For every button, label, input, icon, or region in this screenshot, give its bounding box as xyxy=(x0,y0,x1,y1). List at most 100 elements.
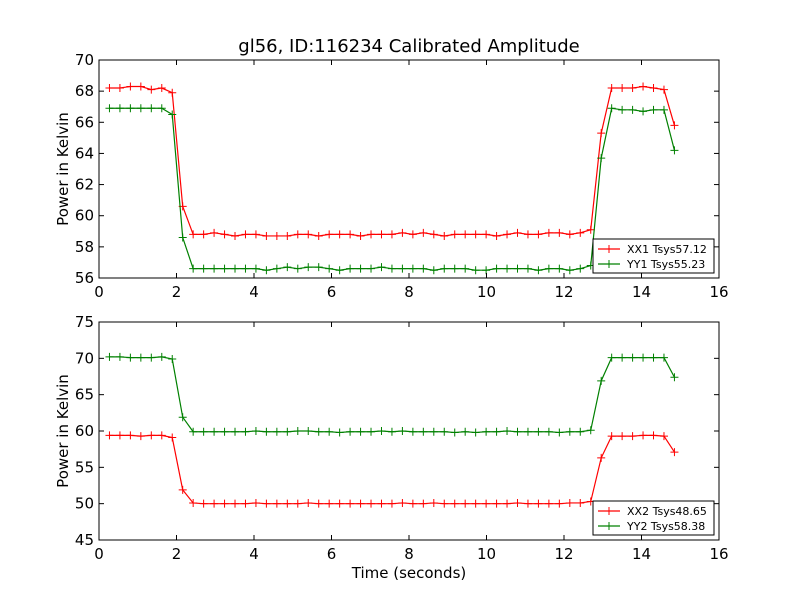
data-point xyxy=(115,352,124,361)
data-point xyxy=(168,355,177,364)
data-point xyxy=(210,228,219,237)
data-point xyxy=(335,230,344,239)
data-point xyxy=(367,499,376,508)
data-point xyxy=(231,427,240,436)
series-line xyxy=(109,434,675,505)
data-point xyxy=(398,498,407,507)
data-point xyxy=(335,499,344,508)
chart-title: gl56, ID:116234 Calibrated Amplitude xyxy=(238,36,579,57)
data-point xyxy=(251,264,260,273)
x-tick-label: 6 xyxy=(327,545,337,563)
y-tick-label: 70 xyxy=(75,51,94,69)
data-point xyxy=(408,499,417,508)
data-point xyxy=(377,230,386,239)
y-tick-label: 60 xyxy=(75,207,94,225)
data-point xyxy=(408,230,417,239)
data-point xyxy=(471,499,480,508)
x-tick-label: 8 xyxy=(404,545,414,563)
data-point xyxy=(105,84,114,93)
data-point xyxy=(440,231,449,240)
data-point xyxy=(555,499,564,508)
data-point xyxy=(157,84,166,93)
data-point xyxy=(461,427,470,436)
legend-box xyxy=(592,500,715,536)
data-point xyxy=(639,82,648,91)
data-point xyxy=(659,85,668,94)
data-point xyxy=(136,353,145,362)
data-point xyxy=(325,264,334,273)
data-point xyxy=(534,266,543,275)
data-point xyxy=(356,499,365,508)
legend-label: XX1 Tsys57.12 xyxy=(627,243,707,256)
data-point xyxy=(618,105,627,114)
data-point xyxy=(419,264,428,273)
data-point xyxy=(367,264,376,273)
data-point xyxy=(377,427,386,435)
data-point xyxy=(199,427,208,436)
data-point xyxy=(262,266,271,275)
data-point xyxy=(325,230,334,239)
x-tick-label: 10 xyxy=(477,545,496,563)
data-point xyxy=(126,353,135,362)
data-point xyxy=(220,499,229,508)
data-point xyxy=(659,432,668,441)
data-point xyxy=(314,231,323,240)
data-point xyxy=(377,263,386,272)
data-point xyxy=(220,427,229,436)
data-point xyxy=(157,431,166,440)
data-point xyxy=(157,352,166,361)
data-point xyxy=(670,146,679,155)
data-point xyxy=(126,82,135,91)
data-point xyxy=(597,453,606,462)
data-point xyxy=(639,107,648,116)
data-point xyxy=(628,105,637,114)
data-point xyxy=(555,228,564,237)
data-point xyxy=(126,104,135,113)
data-point xyxy=(199,499,208,508)
data-point xyxy=(346,264,355,273)
data-point xyxy=(419,427,428,436)
data-point xyxy=(210,427,219,436)
data-point xyxy=(440,264,449,273)
data-point xyxy=(628,432,637,441)
data-point xyxy=(544,264,553,273)
y-tick-label: 65 xyxy=(75,386,94,404)
data-point xyxy=(335,266,344,275)
x-tick-label: 2 xyxy=(172,545,182,563)
legend-marker xyxy=(605,260,613,268)
y-tick-label: 60 xyxy=(75,422,94,440)
data-point xyxy=(492,264,501,273)
data-point xyxy=(471,266,480,275)
series-group xyxy=(105,431,679,508)
data-point xyxy=(335,428,344,437)
data-point xyxy=(523,427,532,436)
data-point xyxy=(565,498,574,507)
data-point xyxy=(314,427,323,436)
legend-marker xyxy=(605,507,613,515)
data-point xyxy=(241,427,250,436)
data-point xyxy=(304,427,313,435)
data-point xyxy=(346,427,355,436)
data-point xyxy=(618,432,627,441)
data-point xyxy=(136,82,145,91)
x-tick-label: 16 xyxy=(709,545,728,563)
data-point xyxy=(523,230,532,239)
data-point xyxy=(262,231,271,240)
data-point xyxy=(136,432,145,441)
data-point xyxy=(189,230,198,239)
data-point xyxy=(115,431,124,440)
data-point xyxy=(419,228,428,237)
data-point xyxy=(367,230,376,239)
data-point xyxy=(607,84,616,93)
data-point xyxy=(513,228,522,237)
y-tick-label: 75 xyxy=(75,313,94,331)
legend: XX2 Tsys48.65 YY2 Tsys58.38 xyxy=(592,500,715,536)
data-point xyxy=(544,427,553,436)
series-line xyxy=(109,356,675,434)
data-point xyxy=(189,427,198,436)
data-point xyxy=(293,264,302,273)
data-point xyxy=(157,104,166,113)
data-point xyxy=(482,499,491,508)
y-tick-label: 50 xyxy=(75,495,94,513)
